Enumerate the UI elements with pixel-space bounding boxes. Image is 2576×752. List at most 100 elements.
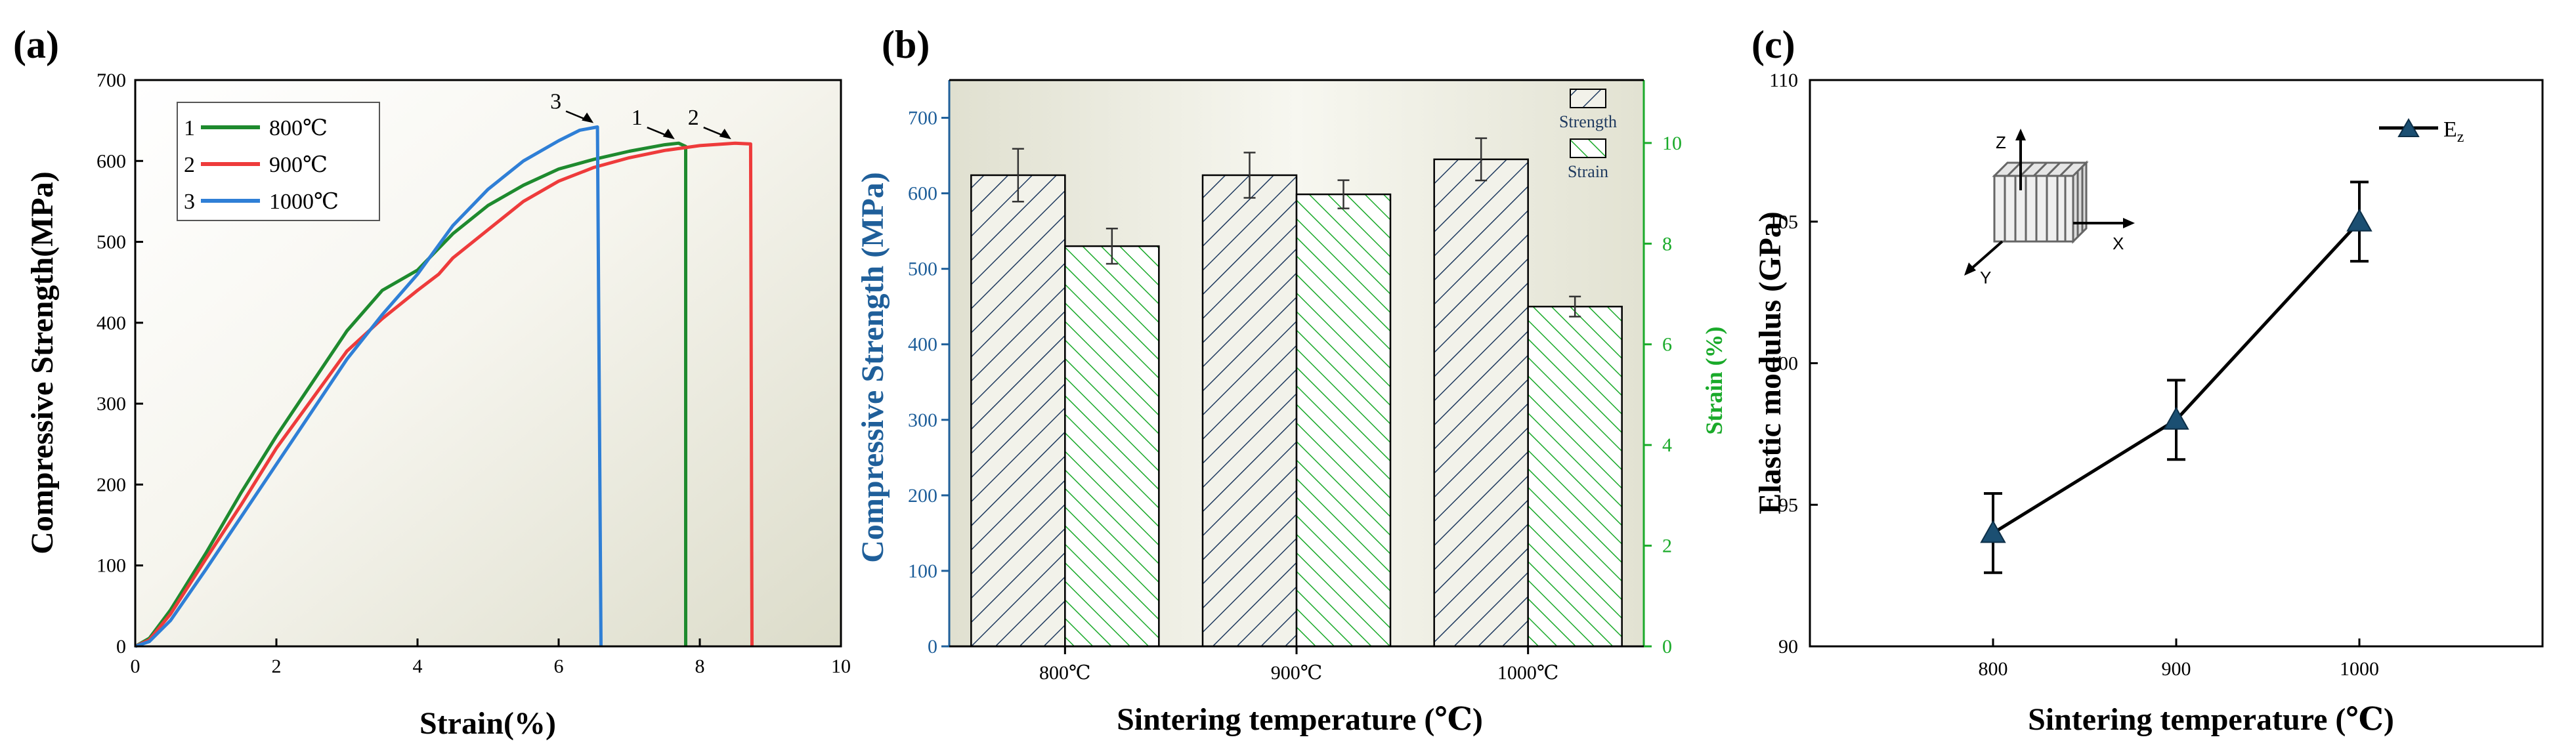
y-tick-label: 700 bbox=[908, 108, 937, 129]
plot-c-frame bbox=[1809, 79, 2544, 648]
legend-a-num-3: 3 bbox=[184, 190, 195, 214]
plot-b-x-title: Sintering temperature (℃) bbox=[1117, 702, 1483, 737]
panel-c: (c) 800 900 1000 90 95 100 105 110 Sintering t… bbox=[1751, 23, 2544, 737]
y-tick-label: 0 bbox=[116, 636, 126, 658]
y-tick-label: 200 bbox=[97, 474, 126, 495]
inset-cube-diagram: Z X Y bbox=[1964, 129, 2135, 287]
curve-label-3: 3 bbox=[550, 90, 561, 114]
panel-c-label: (c) bbox=[1751, 23, 1795, 66]
y-tick-label: 400 bbox=[908, 334, 937, 356]
legend-b-strength-label: Strength bbox=[1559, 112, 1617, 131]
y-tick-label: 0 bbox=[928, 636, 937, 658]
panel-b-label: (b) bbox=[882, 23, 930, 66]
legend-c-label-sub: z bbox=[2457, 129, 2464, 146]
y-tick-label: 300 bbox=[908, 409, 937, 431]
legend-c-label: Ez bbox=[2443, 117, 2464, 146]
y-tick-label: 600 bbox=[97, 150, 126, 172]
y-tick-label: 100 bbox=[908, 560, 937, 582]
y-tick-label: 100 bbox=[1769, 353, 1798, 375]
inset-y-label: Y bbox=[1980, 268, 1991, 287]
legend-b-strain-swatch bbox=[1570, 138, 1606, 158]
inset-z-label: Z bbox=[1996, 133, 2006, 152]
plot-a-x-ticks: 0 2 4 6 8 10 bbox=[131, 638, 851, 677]
curve-label-arrow-icon-2 bbox=[719, 129, 731, 140]
curve-label-2: 2 bbox=[688, 106, 699, 130]
plot-b-y-ticks: 0 100 200 300 400 500 600 700 bbox=[908, 108, 949, 658]
plot-c-y-title: Elastic modulus (GPa) bbox=[1753, 211, 1788, 514]
plot-b-y-title: Compressive Strength (MPa) bbox=[855, 172, 890, 562]
plot-c-x-ticks: 800 900 1000 bbox=[1979, 638, 2379, 680]
plot-b-legend: Strength Strain bbox=[1559, 89, 1617, 181]
bar-strain bbox=[1527, 305, 1623, 648]
y2-tick-label: 8 bbox=[1662, 233, 1672, 255]
inset-z-arrow-icon bbox=[2015, 129, 2026, 140]
curve-label-1: 1 bbox=[632, 106, 643, 130]
plot-a-x-title: Strain(%) bbox=[419, 706, 556, 741]
series-line-2 bbox=[134, 141, 754, 648]
legend-c-label-main: E bbox=[2443, 117, 2457, 142]
plot-c-x-title: Sintering temperature (℃) bbox=[2028, 702, 2394, 737]
data-point-ez bbox=[2346, 208, 2372, 232]
legend-c-marker bbox=[2397, 117, 2420, 137]
plot-a-legend: 1 800℃ 2 900℃ 3 1000℃ bbox=[177, 102, 380, 221]
legend-a-num-2: 2 bbox=[184, 153, 195, 177]
panel-a-label: (a) bbox=[13, 23, 59, 66]
data-point-ez bbox=[2163, 406, 2189, 430]
plot-a-y-ticks: 0 100 200 300 400 500 600 700 bbox=[97, 70, 143, 658]
y2-tick-label: 4 bbox=[1662, 434, 1672, 456]
plot-b-bars bbox=[970, 137, 1623, 648]
y-tick-label: 600 bbox=[908, 183, 937, 205]
legend-a-label-2: 900℃ bbox=[269, 153, 328, 177]
bar-strain bbox=[1064, 245, 1160, 648]
plot-a-frame bbox=[134, 79, 842, 648]
y-tick-label: 700 bbox=[97, 70, 126, 91]
x-tick-label: 4 bbox=[413, 656, 423, 677]
y-tick-label: 500 bbox=[908, 259, 937, 280]
y2-tick-label: 0 bbox=[1662, 636, 1672, 658]
bar-strength bbox=[1433, 158, 1529, 648]
x-tick-label: 0 bbox=[131, 656, 140, 677]
curve-label-arrow-icon-3 bbox=[582, 112, 594, 123]
x-tick-label: 900 bbox=[2162, 658, 2191, 680]
y-tick-label: 90 bbox=[1778, 636, 1798, 658]
y-tick-label: 500 bbox=[97, 232, 126, 253]
series-line-3 bbox=[135, 125, 603, 648]
y2-tick-label: 10 bbox=[1662, 133, 1682, 154]
x-tick-label: 900℃ bbox=[1271, 662, 1323, 684]
y-tick-label: 100 bbox=[97, 555, 126, 577]
y-tick-label: 105 bbox=[1769, 211, 1798, 233]
y-tick-label: 110 bbox=[1769, 70, 1798, 91]
legend-a-num-1: 1 bbox=[184, 116, 195, 140]
legend-b-strain-label: Strain bbox=[1568, 162, 1608, 181]
x-tick-label: 8 bbox=[695, 656, 705, 677]
legend-a-label-1: 800℃ bbox=[269, 116, 328, 140]
x-tick-label: 2 bbox=[272, 656, 282, 677]
x-tick-label: 1000 bbox=[2340, 658, 2379, 680]
legend-b-strength-swatch bbox=[1570, 89, 1606, 108]
panel-b: (b) 0 100 200 300 400 500 600 700 0 2 4 6 8 10 800℃ 9… bbox=[855, 23, 1727, 737]
plot-b-x-ticks: 800℃ 900℃ 1000℃ bbox=[1039, 646, 1558, 684]
bar-strength bbox=[1201, 174, 1298, 648]
plot-a-y-title: Compressive Strength(MPa) bbox=[25, 171, 60, 554]
plot-a-series bbox=[134, 125, 754, 648]
y-tick-label: 400 bbox=[97, 312, 126, 334]
x-tick-label: 800℃ bbox=[1039, 662, 1091, 684]
plot-a-annotations: 1 2 3 bbox=[550, 90, 731, 140]
bar-strength bbox=[970, 174, 1066, 648]
plot-c-series bbox=[1980, 180, 2372, 574]
y2-tick-label: 2 bbox=[1662, 535, 1672, 557]
y-tick-label: 95 bbox=[1778, 494, 1798, 516]
plot-c-legend: Ez bbox=[2379, 117, 2464, 146]
y-tick-label: 200 bbox=[908, 485, 937, 507]
x-tick-label: 800 bbox=[1979, 658, 2008, 680]
plot-c-y-ticks: 90 95 100 105 110 bbox=[1769, 70, 1818, 658]
curve-label-arrow-icon-1 bbox=[662, 129, 675, 140]
legend-a-label-3: 1000℃ bbox=[269, 190, 339, 214]
inset-x-label: X bbox=[2113, 234, 2124, 253]
y2-tick-label: 6 bbox=[1662, 334, 1672, 356]
x-tick-label: 10 bbox=[831, 656, 851, 677]
x-tick-label: 1000℃ bbox=[1497, 662, 1559, 684]
inset-y-arrow-icon bbox=[1964, 262, 1976, 276]
data-point-ez bbox=[1980, 520, 2006, 543]
